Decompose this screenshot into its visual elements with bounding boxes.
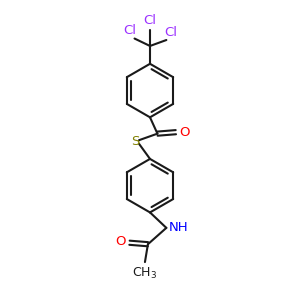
Text: Cl: Cl — [124, 24, 136, 37]
Text: CH$_3$: CH$_3$ — [132, 266, 158, 281]
Text: O: O — [115, 235, 126, 248]
Text: Cl: Cl — [143, 14, 157, 27]
Text: NH: NH — [169, 221, 188, 234]
Text: S: S — [131, 135, 139, 148]
Text: Cl: Cl — [164, 26, 177, 38]
Text: O: O — [180, 126, 190, 139]
